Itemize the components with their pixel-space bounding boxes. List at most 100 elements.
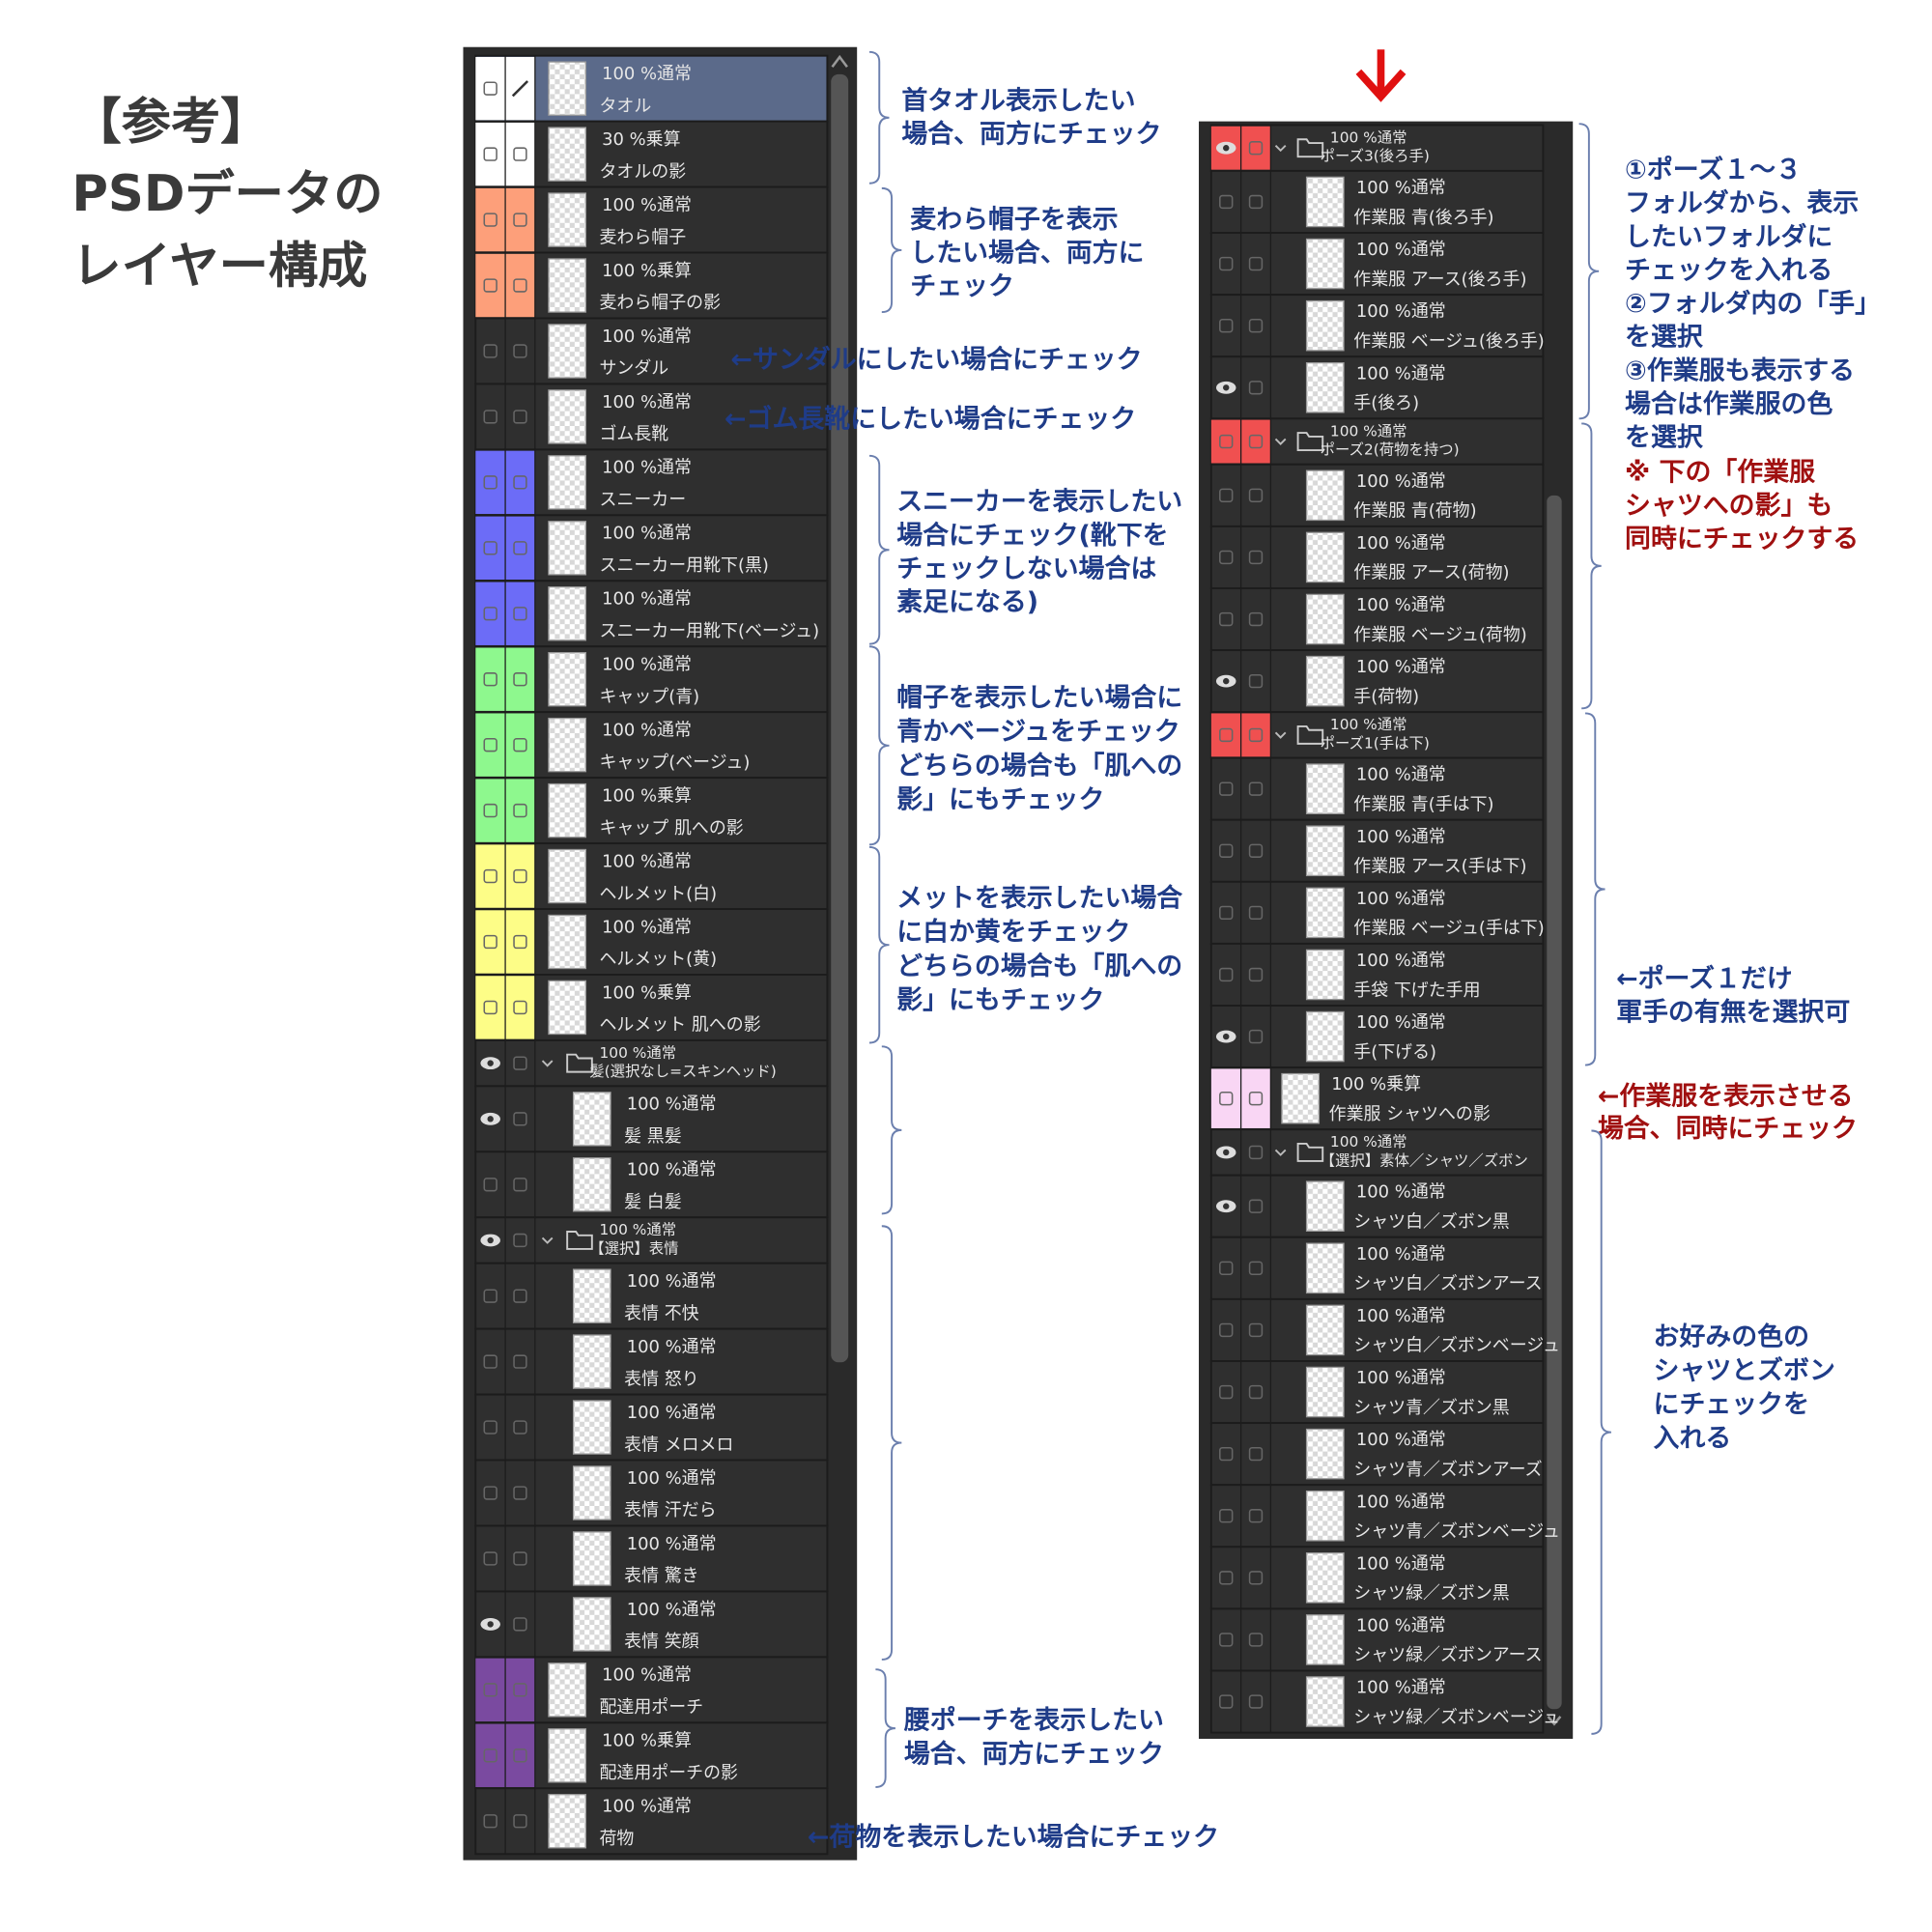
layer-row[interactable] <box>474 1721 829 1790</box>
visibility-checkbox[interactable] <box>1219 1571 1234 1585</box>
visibility-checkbox[interactable] <box>1219 319 1234 333</box>
visibility-checkbox[interactable] <box>1219 434 1234 449</box>
layer-row[interactable] <box>474 448 829 517</box>
layer-row[interactable] <box>1209 756 1545 821</box>
visibility-checkbox[interactable] <box>1219 1446 1234 1462</box>
visibility-checkbox[interactable] <box>1219 843 1234 858</box>
scroll-down[interactable] <box>1547 1716 1562 1726</box>
visibility-checkbox[interactable] <box>513 1056 527 1070</box>
visibility-checkbox[interactable] <box>483 1289 497 1303</box>
visibility-checkbox[interactable] <box>1219 1633 1234 1647</box>
visibility-checkbox[interactable] <box>483 672 497 687</box>
visibility-checkbox[interactable] <box>483 1748 497 1763</box>
visibility-checkbox[interactable] <box>483 1683 497 1697</box>
visibility-checkbox[interactable] <box>513 1683 527 1697</box>
layer-row[interactable] <box>474 1656 829 1724</box>
layer-row[interactable] <box>474 645 829 714</box>
visibility-checkbox[interactable] <box>1248 1092 1264 1106</box>
scroll-up[interactable] <box>831 54 848 69</box>
visibility-checkbox[interactable] <box>483 1354 497 1369</box>
layer-row[interactable] <box>1209 1422 1545 1487</box>
visibility-checkbox[interactable] <box>1219 1384 1234 1400</box>
visibility-checkbox[interactable] <box>483 541 497 555</box>
visibility-checkbox[interactable] <box>483 868 497 884</box>
layer-row[interactable] <box>1209 818 1545 883</box>
visibility-checkbox[interactable] <box>483 1814 497 1829</box>
visibility-checkbox[interactable] <box>513 1486 527 1500</box>
visibility-checkbox[interactable] <box>1248 256 1264 271</box>
layer-row[interactable] <box>474 908 829 976</box>
visibility-checkbox[interactable] <box>483 737 497 753</box>
visibility-checkbox[interactable] <box>1248 905 1264 921</box>
visibility-checkbox[interactable] <box>513 1000 527 1015</box>
visibility-checkbox[interactable] <box>513 1354 527 1369</box>
visibility-checkbox[interactable] <box>1248 727 1264 743</box>
expand-arrow[interactable] <box>1274 438 1287 445</box>
visibility-checkbox[interactable] <box>483 1178 497 1192</box>
visibility-checkbox[interactable] <box>513 1551 527 1566</box>
folder-row[interactable] <box>1209 417 1545 466</box>
layer-row[interactable] <box>1209 355 1545 420</box>
visibility-checkbox[interactable] <box>1248 141 1264 156</box>
visibility-checkbox[interactable] <box>1219 194 1234 210</box>
visibility-checkbox[interactable] <box>513 1112 527 1126</box>
visibility-checkbox[interactable] <box>513 344 527 358</box>
visibility-checkbox[interactable] <box>1219 1092 1234 1106</box>
visibility-checkbox[interactable] <box>513 147 527 161</box>
visibility-checkbox[interactable] <box>483 1000 497 1015</box>
layer-row[interactable] <box>474 1524 829 1593</box>
layer-row[interactable] <box>1209 880 1545 945</box>
layer-row[interactable] <box>474 120 829 188</box>
layer-row[interactable] <box>1209 1484 1545 1548</box>
layer-row[interactable] <box>474 842 829 910</box>
visibility-checkbox[interactable] <box>483 607 497 621</box>
visibility-checkbox[interactable] <box>1248 550 1264 565</box>
visibility-checkbox[interactable] <box>1248 1199 1264 1213</box>
layer-row[interactable] <box>474 1151 829 1219</box>
layer-row[interactable] <box>474 1085 829 1153</box>
visibility-checkbox[interactable] <box>1248 381 1264 395</box>
layer-row[interactable] <box>474 185 829 254</box>
folder-row[interactable] <box>1209 1128 1545 1177</box>
layer-row[interactable] <box>1209 232 1545 297</box>
expand-arrow[interactable] <box>541 1060 554 1067</box>
layer-row[interactable] <box>1209 1066 1545 1131</box>
layer-row[interactable] <box>1209 1607 1545 1672</box>
layer-row[interactable] <box>474 1327 829 1396</box>
layer-row[interactable] <box>1209 1360 1545 1425</box>
visibility-checkbox[interactable] <box>483 344 497 358</box>
visibility-checkbox[interactable] <box>1219 256 1234 271</box>
layer-row[interactable] <box>474 54 829 123</box>
folder-row[interactable] <box>474 1216 829 1264</box>
visibility-checkbox[interactable] <box>1248 488 1264 502</box>
visibility-checkbox[interactable] <box>513 672 527 687</box>
visibility-checkbox[interactable] <box>1219 1694 1234 1709</box>
visibility-checkbox[interactable] <box>1248 319 1264 333</box>
visibility-checkbox[interactable] <box>483 410 497 424</box>
visibility-checkbox[interactable] <box>1248 1029 1264 1044</box>
layer-row[interactable] <box>1209 587 1545 652</box>
layer-row[interactable] <box>474 974 829 1041</box>
visibility-checkbox[interactable] <box>1248 1571 1264 1585</box>
visibility-checkbox[interactable] <box>1248 1261 1264 1275</box>
visibility-checkbox[interactable] <box>1219 781 1234 796</box>
layer-row[interactable] <box>474 383 829 451</box>
visibility-checkbox[interactable] <box>513 1233 527 1248</box>
layer-row[interactable] <box>1209 1174 1545 1238</box>
visibility-checkbox[interactable] <box>513 1617 527 1632</box>
visibility-checkbox[interactable] <box>483 81 497 96</box>
folder-row[interactable] <box>1209 124 1545 172</box>
layer-row[interactable] <box>1209 1236 1545 1300</box>
visibility-checkbox[interactable] <box>513 1814 527 1829</box>
visibility-checkbox[interactable] <box>513 1748 527 1763</box>
visibility-checkbox[interactable] <box>513 213 527 227</box>
layer-row[interactable] <box>1209 1005 1545 1069</box>
layer-row[interactable] <box>474 1787 829 1856</box>
visibility-checkbox[interactable] <box>513 737 527 753</box>
visibility-checkbox[interactable] <box>1248 673 1264 689</box>
visibility-checkbox[interactable] <box>1248 611 1264 627</box>
layer-row[interactable] <box>474 317 829 385</box>
visibility-checkbox[interactable] <box>513 803 527 818</box>
visibility-checkbox[interactable] <box>513 1178 527 1192</box>
layer-row[interactable] <box>1209 463 1545 527</box>
